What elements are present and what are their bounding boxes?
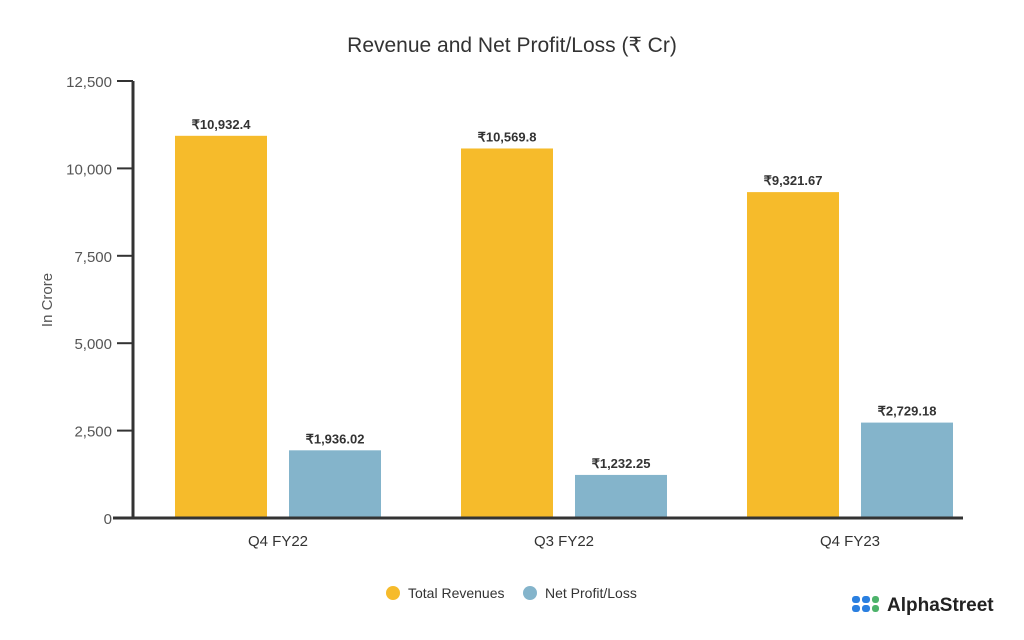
- y-tick-label: 10,000: [66, 161, 112, 178]
- bar-net-profit: [289, 450, 381, 518]
- bar-net-profit: [575, 474, 667, 518]
- chart-title: Revenue and Net Profit/Loss (₹ Cr): [347, 34, 677, 57]
- x-tick-label: Q3 FY22: [534, 533, 594, 550]
- y-tick-label: 2,500: [74, 424, 112, 441]
- bar-net-profit: [861, 422, 953, 518]
- data-label: ₹1,232.25: [592, 456, 651, 471]
- data-label: ₹1,936.02: [306, 431, 365, 446]
- bar-total-revenues: [175, 135, 267, 519]
- logo-mark-icon: [852, 596, 879, 612]
- data-label: ₹9,321.67: [764, 173, 823, 188]
- data-label: ₹2,729.18: [878, 404, 937, 419]
- x-tick-label: Q4 FY23: [820, 533, 880, 550]
- legend-swatch-net-profit: [523, 586, 537, 600]
- y-tick-label: 12,500: [66, 74, 112, 91]
- alphastreet-logo: AlphaStreet: [852, 595, 994, 616]
- logo-text: AlphaStreet: [887, 595, 994, 616]
- bar-total-revenues: [747, 192, 839, 518]
- y-axis-label: In Crore: [39, 273, 56, 327]
- y-tick-label: 5,000: [74, 336, 112, 353]
- legend-label-total-revenues: Total Revenues: [408, 585, 505, 601]
- y-tick-label: 7,500: [74, 249, 112, 266]
- data-label: ₹10,932.4: [192, 117, 252, 132]
- data-label: ₹10,569.8: [478, 129, 537, 144]
- y-tick-label: 0: [104, 511, 112, 528]
- legend-swatch-total-revenues: [386, 586, 400, 600]
- x-tick-label: Q4 FY22: [248, 533, 308, 550]
- legend-label-net-profit: Net Profit/Loss: [545, 585, 637, 601]
- legend: Total Revenues Net Profit/Loss: [386, 585, 637, 601]
- bar-total-revenues: [461, 148, 553, 518]
